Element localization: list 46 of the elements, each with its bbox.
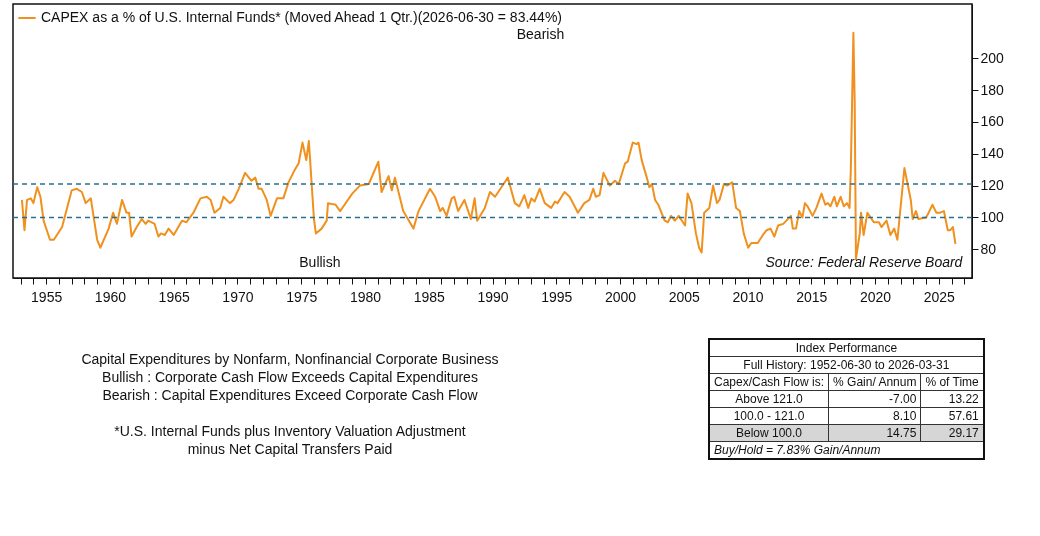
text: *U.S. Internal Funds plus Inventory Valuation Adjustment [113, 422, 467, 440]
x-tick-label: 1965 [158, 288, 190, 305]
text: Capital Expenditures by Nonfarm, Nonfinancial Corporate Business [80, 350, 500, 368]
text: 57.61 [920, 407, 984, 425]
x-tick-label: 2025 [923, 288, 956, 305]
text: Full History: 1952-06-30 to 2026-03-31 [709, 356, 984, 374]
x-tick-label: 2010 [732, 288, 764, 305]
x-tick-label: 1980 [349, 288, 382, 305]
text: Index Performance [709, 339, 984, 357]
x-tick-label: 2005 [668, 288, 701, 305]
annotation: Bullish [299, 253, 341, 270]
text: % of Time [920, 373, 984, 391]
x-tick-label: 2000 [604, 288, 637, 305]
x-tick-label: 1975 [286, 288, 318, 305]
text: Bearish : Capital Expenditures Exceed Corporate Cash Flow [101, 386, 479, 404]
x-tick-label: 1955 [31, 288, 63, 305]
text: 100.0 - 121.0 [709, 407, 829, 425]
text: 29.17 [920, 424, 984, 442]
annotation: Source: Federal Reserve Board [765, 253, 964, 270]
text: Capex/Cash Flow is: [709, 373, 829, 391]
y-tick-label: 100 [980, 208, 1005, 225]
x-tick-label: 1960 [94, 288, 127, 305]
x-tick-label: 1985 [413, 288, 446, 305]
text: 8.10 [828, 407, 921, 425]
x-tick-label: 1970 [222, 288, 254, 305]
x-tick-label: 1995 [541, 288, 573, 305]
text: % Gain/ Annum [828, 373, 921, 391]
text: 13.22 [920, 390, 984, 408]
legend-label: CAPEX as a % of U.S. Internal Funds* (Moved Ahead 1 Qtr.)(2026-06-30 = 83.44%) [41, 9, 563, 25]
y-tick-label: 160 [980, 113, 1005, 130]
text: Below 100.0 [709, 424, 829, 442]
annotation: Bearish [516, 26, 565, 43]
y-tick-label: 120 [980, 177, 1005, 194]
y-tick-label: 140 [980, 145, 1005, 162]
text: Bullish : Corporate Cash Flow Exceeds Capital Expenditures [101, 368, 479, 386]
y-tick-label: 180 [980, 81, 1005, 98]
x-tick-label: 2020 [860, 288, 892, 305]
text: 14.75 [828, 424, 921, 442]
x-tick-label: 2015 [796, 288, 828, 305]
y-tick-label: 200 [980, 49, 1005, 66]
text: Above 121.0 [709, 390, 829, 408]
x-tick-label: 1990 [477, 288, 509, 305]
y-tick-label: 80 [980, 240, 997, 257]
text: -7.00 [828, 390, 921, 408]
text: Buy/Hold = 7.83% Gain/Annum [709, 441, 984, 459]
text: minus Net Capital Transfers Paid [186, 440, 394, 458]
